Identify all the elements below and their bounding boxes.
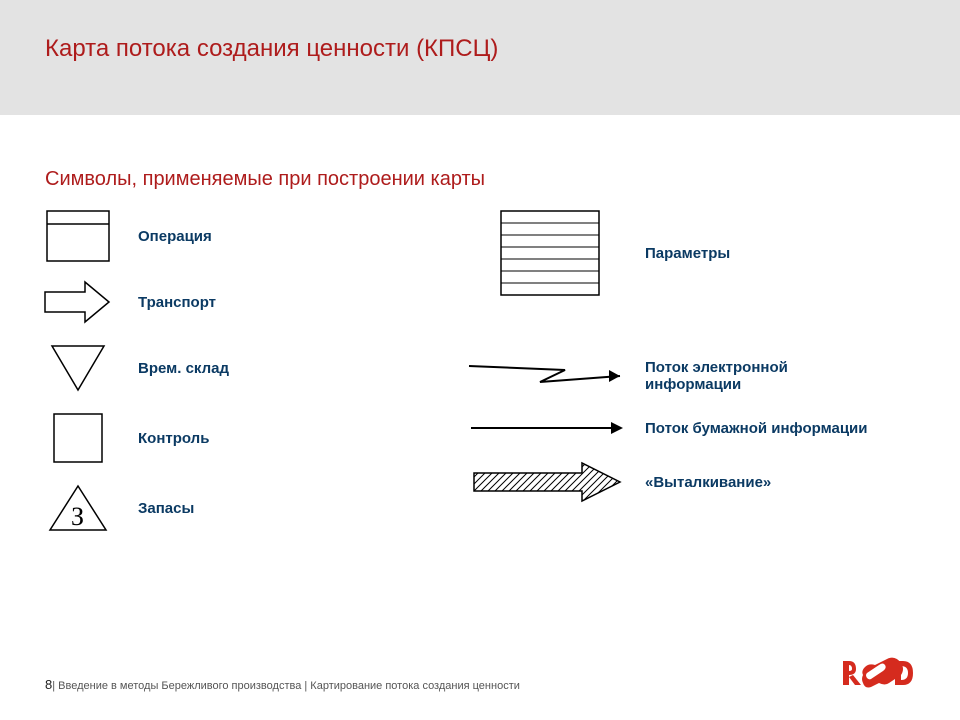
row-push: «Выталкивание»: [465, 460, 875, 504]
subtitle: Символы, применяемые при построении карт…: [45, 168, 485, 191]
transport-icon: [35, 280, 120, 324]
stock-label: Запасы: [138, 500, 194, 517]
temp-storage-label: Врем. склад: [138, 360, 229, 377]
row-parameters: Параметры: [465, 210, 875, 296]
page-title: Карта потока создания ценности (КПСЦ): [45, 35, 960, 63]
logo: [841, 653, 915, 694]
electronic-flow-icon: [465, 356, 635, 396]
footer-text: Введение в методы Бережливого производст…: [58, 680, 520, 692]
control-label: Контроль: [138, 430, 209, 447]
push-icon: [465, 460, 635, 504]
symbol-legend: Операция Транспорт Врем. склад Контроль: [35, 210, 925, 552]
transport-label: Транспорт: [138, 294, 216, 311]
parameters-label: Параметры: [645, 245, 730, 262]
push-label: «Выталкивание»: [645, 474, 771, 491]
parameters-icon: [465, 210, 635, 296]
paper-flow-label: Поток бумажной информации: [645, 420, 868, 437]
stock-icon: З: [35, 482, 120, 534]
temp-storage-icon: [35, 342, 120, 394]
row-paper-flow: Поток бумажной информации: [465, 416, 875, 440]
header-band: Карта потока создания ценности (КПСЦ): [0, 0, 960, 115]
operation-icon: [35, 210, 120, 262]
footer: 8| Введение в методы Бережливого произво…: [45, 653, 915, 694]
electronic-flow-label: Поток электронной информации: [645, 359, 875, 393]
row-electronic-flow: Поток электронной информации: [465, 356, 875, 396]
right-column: Параметры Поток электронной информации П…: [465, 210, 875, 524]
control-icon: [35, 412, 120, 464]
paper-flow-icon: [465, 416, 635, 440]
operation-label: Операция: [138, 228, 212, 245]
footer-left: 8| Введение в методы Бережливого произво…: [45, 676, 520, 694]
stock-inner-text: З: [35, 502, 120, 532]
